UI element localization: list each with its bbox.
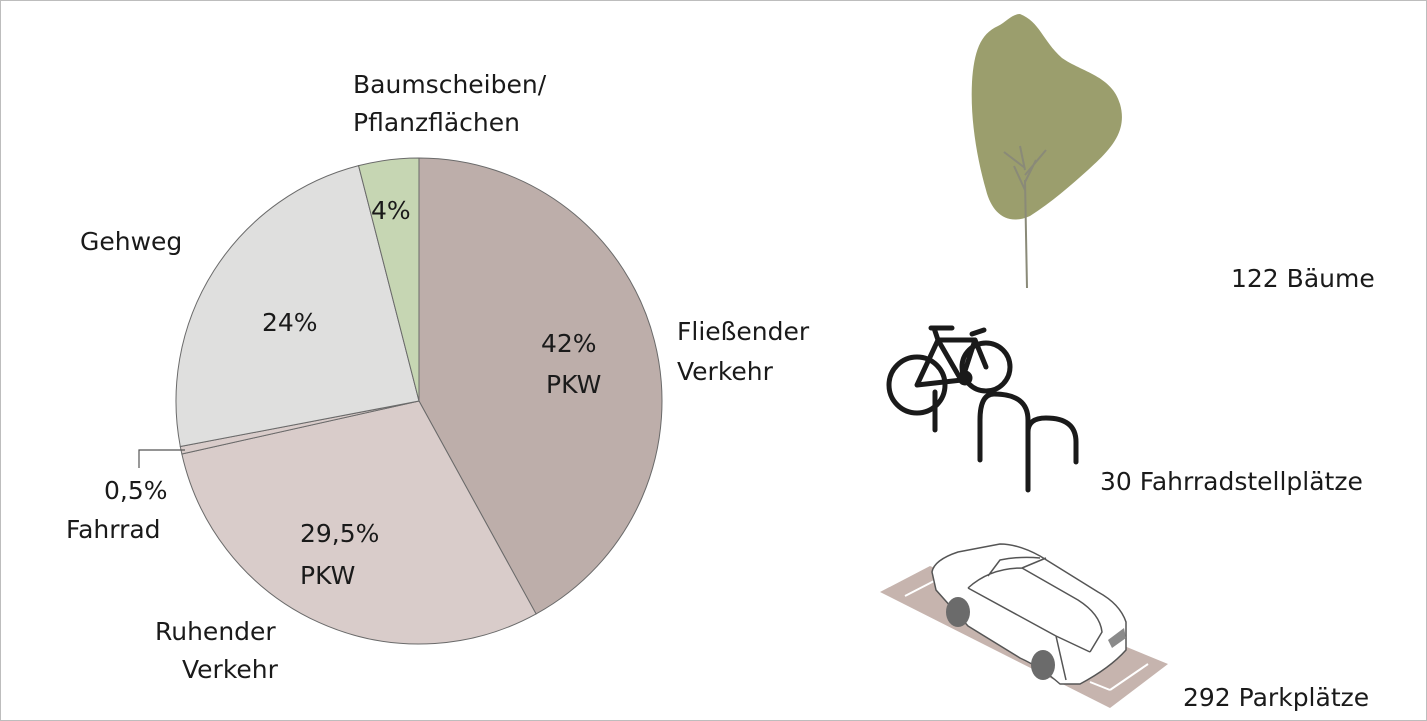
pie-chart [175,157,663,645]
label-baum-line1: Baumscheiben/ [353,70,547,99]
parking-count-label: 292 Parkplätze [1183,683,1369,712]
label-fliessender-line1: Fließender [677,317,810,346]
label-gehweg: Gehweg [80,227,182,256]
bicycle-rack-icon [886,325,1079,493]
tree-icon [971,14,1122,289]
bikes-count-label: 30 Fahrradstellplätze [1100,467,1363,496]
pie-slice-gehweg [175,165,420,448]
value-fahrrad: 0,5% [104,476,168,505]
pie-labels: Baumscheiben/ Pflanzflächen 4% Gehweg 24… [66,70,810,684]
label-ruhender-line1: Ruhender [155,617,276,646]
label-fahrrad: Fahrrad [66,515,161,544]
value-gehweg: 24% [262,308,318,337]
pie-slice-fliessender [418,157,663,615]
pie-slice-ruhender [181,400,537,645]
label-baum-line2: Pflanzflächen [353,108,520,137]
pie-slice-baum [357,157,420,402]
value-fliessender: 42% [541,329,597,358]
car-parking-icon [880,543,1168,708]
label-fliessender-line2: Verkehr [677,357,774,386]
sub-fliessender: PKW [546,370,601,399]
sub-ruhender: PKW [300,561,355,590]
value-baum: 4% [371,196,411,225]
fahrrad-leader-line [138,449,185,468]
label-ruhender-line2: Verkehr [182,655,279,684]
trees-count-label: 122 Bäume [1231,264,1375,293]
value-ruhender: 29,5% [300,519,379,548]
